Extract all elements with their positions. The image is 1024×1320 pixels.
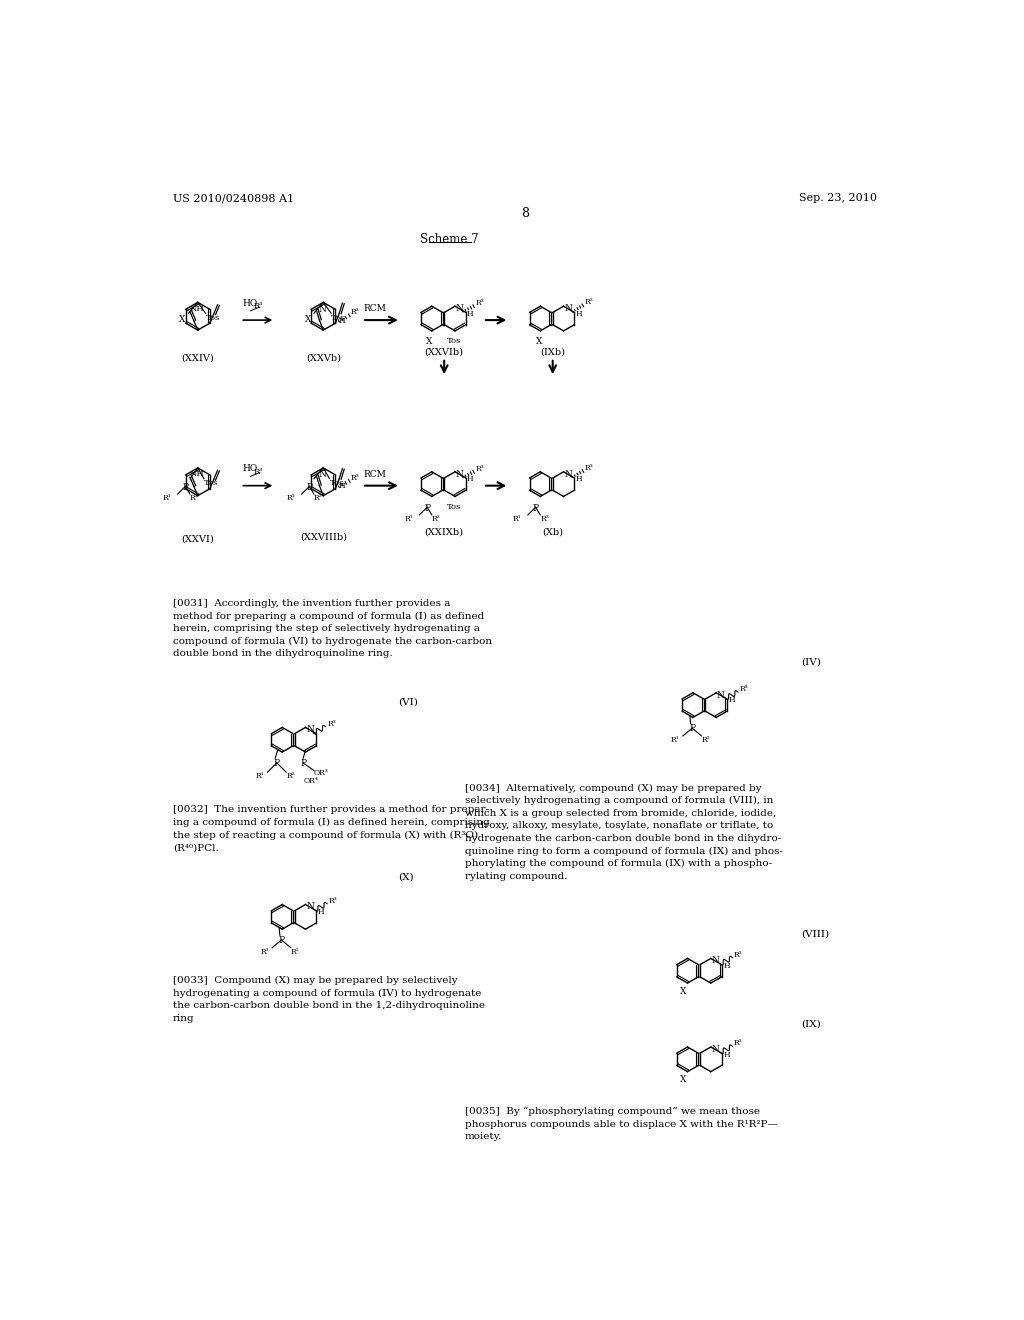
Text: R³: R³	[475, 465, 484, 473]
Text: X: X	[426, 337, 432, 346]
Text: [0033]  Compound (X) may be prepared by selectively
hydrogenating a compound of : [0033] Compound (X) may be prepared by s…	[173, 977, 485, 1023]
Text: [0035]  By “phosphorylating compound” we mean those
phosphorus compounds able to: [0035] By “phosphorylating compound” we …	[465, 1107, 778, 1142]
Text: (IX): (IX)	[801, 1019, 820, 1028]
Text: (IXb): (IXb)	[541, 348, 565, 356]
Text: H: H	[467, 310, 473, 318]
Text: Tos: Tos	[446, 503, 461, 511]
Text: N: N	[564, 470, 572, 479]
Text: HO: HO	[243, 465, 258, 474]
Text: R²: R²	[286, 772, 295, 780]
Text: X: X	[179, 314, 185, 323]
Text: N: N	[456, 304, 464, 313]
Text: P: P	[306, 483, 312, 492]
Text: N: N	[717, 690, 725, 700]
Text: R³: R³	[734, 1039, 742, 1047]
Text: R¹: R¹	[260, 948, 269, 956]
Text: N: N	[318, 305, 327, 314]
Text: R³: R³	[739, 685, 749, 693]
Text: R³: R³	[734, 950, 742, 958]
Text: X: X	[304, 314, 311, 323]
Text: H: H	[575, 475, 583, 483]
Text: H: H	[339, 482, 345, 491]
Text: US 2010/0240898 A1: US 2010/0240898 A1	[173, 194, 294, 203]
Text: N: N	[564, 304, 572, 313]
Text: Tos: Tos	[206, 314, 220, 322]
Text: N: N	[456, 470, 464, 479]
Text: RCM: RCM	[364, 470, 386, 479]
Text: H: H	[575, 310, 583, 318]
Text: R³: R³	[254, 467, 263, 475]
Text: R³: R³	[475, 300, 484, 308]
Text: (XXVIb): (XXVIb)	[425, 348, 464, 356]
Text: OR⁴: OR⁴	[303, 776, 318, 784]
Text: H: H	[729, 697, 735, 705]
Text: R¹: R¹	[513, 515, 521, 523]
Text: Tos: Tos	[446, 337, 461, 345]
Text: P: P	[532, 504, 539, 513]
Text: (XXVb): (XXVb)	[306, 354, 341, 362]
Text: (XXVIIIb): (XXVIIIb)	[300, 533, 347, 541]
Text: [0031]  Accordingly, the invention further provides a
method for preparing a com: [0031] Accordingly, the invention furthe…	[173, 599, 493, 659]
Text: R¹: R¹	[671, 737, 680, 744]
Text: R¹: R¹	[404, 515, 414, 523]
Text: N: N	[318, 470, 327, 479]
Text: R³: R³	[351, 474, 359, 482]
Text: R³: R³	[329, 896, 338, 904]
Text: H: H	[467, 475, 473, 483]
Text: R¹: R¹	[163, 494, 171, 502]
Text: HO: HO	[243, 298, 258, 308]
Text: R²: R²	[585, 298, 593, 306]
Text: (VI): (VI)	[397, 697, 418, 706]
Text: N: N	[306, 725, 314, 734]
Text: 8: 8	[521, 207, 528, 220]
Text: Tos: Tos	[204, 479, 218, 487]
Text: R¹: R¹	[256, 772, 264, 780]
Text: N: N	[712, 956, 720, 965]
Text: R³: R³	[351, 309, 359, 317]
Text: H: H	[723, 962, 730, 970]
Text: (XXIV): (XXIV)	[181, 354, 214, 362]
Text: R³: R³	[254, 302, 263, 310]
Text: P: P	[689, 725, 695, 734]
Text: Tos: Tos	[330, 479, 344, 487]
Text: (Xb): (Xb)	[542, 527, 563, 536]
Text: R³: R³	[585, 463, 593, 473]
Text: (XXIXb): (XXIXb)	[425, 527, 464, 536]
Text: Scheme 7: Scheme 7	[420, 232, 479, 246]
Text: (X): (X)	[397, 873, 414, 882]
Text: OR³: OR³	[314, 770, 329, 777]
Text: [0034]  Alternatively, compound (X) may be prepared by
selectively hydrogenating: [0034] Alternatively, compound (X) may b…	[465, 784, 783, 880]
Text: H: H	[723, 1051, 730, 1059]
Text: R¹: R¹	[287, 494, 295, 502]
Text: P: P	[424, 504, 430, 513]
Text: N: N	[306, 903, 314, 911]
Text: R²: R²	[314, 494, 323, 502]
Text: [0032]  The invention further provides a method for prepar-
ing a compound of fo: [0032] The invention further provides a …	[173, 805, 489, 853]
Text: RCM: RCM	[364, 304, 386, 313]
Text: NH: NH	[189, 470, 205, 478]
Text: N: N	[712, 1045, 720, 1053]
Text: R²: R²	[701, 737, 711, 744]
Text: R²: R²	[190, 494, 199, 502]
Text: P: P	[182, 483, 188, 492]
Text: R²: R²	[541, 515, 549, 523]
Text: (VIII): (VIII)	[801, 929, 828, 939]
Text: X: X	[680, 987, 686, 995]
Text: (IV): (IV)	[801, 657, 820, 667]
Text: NH: NH	[189, 305, 205, 313]
Text: R³: R³	[328, 719, 336, 727]
Text: X: X	[680, 1076, 686, 1085]
Text: H: H	[339, 317, 345, 325]
Text: Sep. 23, 2010: Sep. 23, 2010	[799, 194, 877, 203]
Text: Tos: Tos	[331, 314, 345, 322]
Text: (XXVI): (XXVI)	[181, 535, 214, 543]
Text: X: X	[536, 337, 542, 346]
Text: P: P	[279, 936, 285, 945]
Text: H: H	[317, 908, 325, 916]
Text: P: P	[300, 759, 306, 768]
Text: P: P	[273, 759, 280, 768]
Text: R²: R²	[291, 948, 299, 956]
Text: R²: R²	[432, 515, 440, 523]
